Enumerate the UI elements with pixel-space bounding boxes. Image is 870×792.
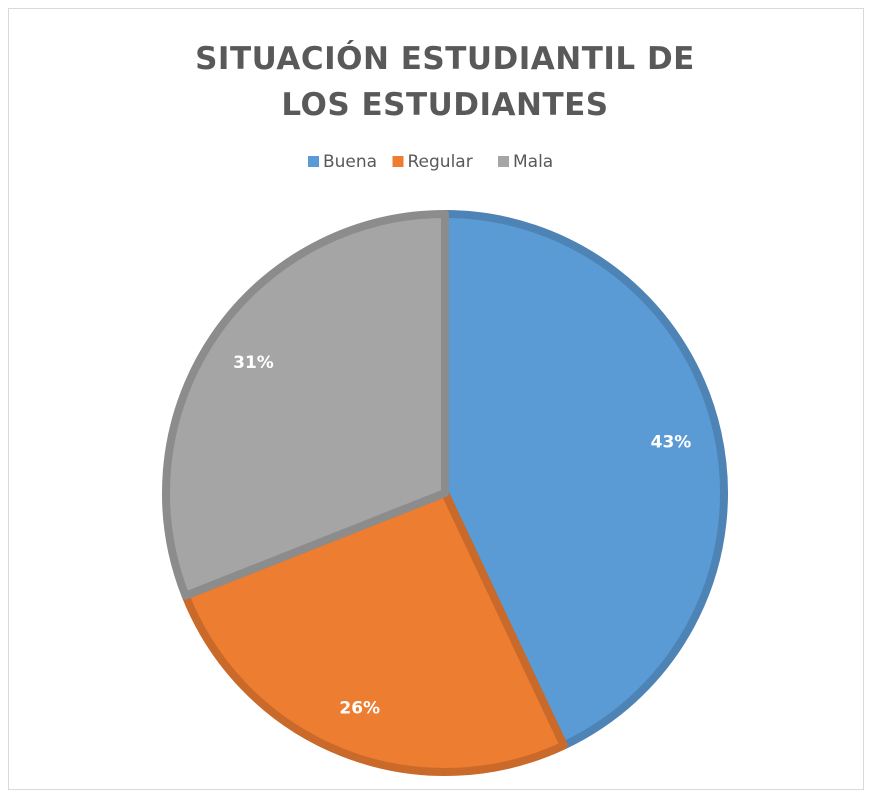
chart-border [8, 8, 864, 790]
legend-label: Regular [408, 152, 473, 172]
pie-slice [441, 210, 728, 750]
legend-swatch [308, 156, 319, 167]
chart-title: SITUACIÓN ESTUDIANTIL DE LOS ESTUDIANTES [195, 41, 695, 123]
data-label: 43% [651, 432, 692, 452]
legend-swatch [392, 156, 404, 167]
legend-label: Mala [513, 152, 553, 172]
pie-slice [162, 210, 449, 600]
data-label: 26% [339, 698, 380, 718]
pie-slice [181, 489, 568, 776]
legend-label: Buena [323, 152, 377, 172]
legend-swatch [498, 156, 509, 167]
data-label: 31% [233, 353, 274, 373]
